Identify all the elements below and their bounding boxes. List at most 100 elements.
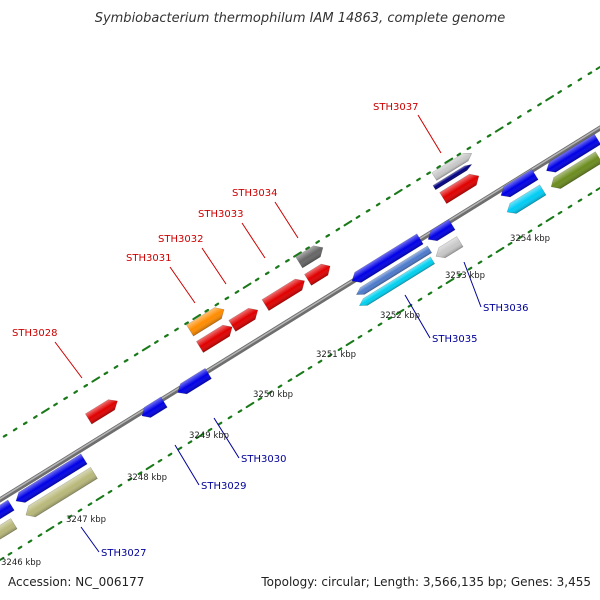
gene-feature-7[interactable] <box>431 150 474 181</box>
gene-feature-19[interactable] <box>0 518 18 544</box>
tick-mark-0-19 <box>184 321 189 326</box>
tick-mark-0-43 <box>426 171 431 176</box>
tick-mark-0-31 <box>305 246 310 251</box>
tick-mark-1-0 <box>0 556 5 562</box>
tick-mark-0-46 <box>456 152 462 157</box>
tick-mark-1-18 <box>177 446 183 451</box>
tick-mark-1-20 <box>195 432 205 440</box>
tick-mark-1-44 <box>437 285 443 290</box>
tick-mark-1-2 <box>17 545 23 550</box>
gene-feature-15[interactable] <box>13 453 88 506</box>
tick-mark-1-12 <box>117 483 123 488</box>
gene-feature-25[interactable] <box>432 162 473 191</box>
gene-label-sth3028[interactable]: STH3028 <box>12 328 57 339</box>
tick-mark-0-26 <box>254 277 260 282</box>
tick-mark-1-15 <box>145 463 155 471</box>
kbp-label-0: 3246 kbp <box>1 558 41 568</box>
tick-mark-1-56 <box>557 210 563 215</box>
tick-mark-1-37 <box>367 328 373 333</box>
tick-mark-1-42 <box>417 297 423 302</box>
genome-backbone <box>0 125 600 503</box>
leader-line-sth3028 <box>54 341 83 379</box>
gene-label-sth3033[interactable]: STH3033 <box>198 209 243 220</box>
gene-feature-0[interactable] <box>84 396 120 425</box>
gene-feature-8[interactable] <box>439 170 483 204</box>
kbp-labels: 3246 kbp 3247 kbp 3248 kbp 3249 kbp 3250 kbp… <box>1 234 550 568</box>
gene-feature-18[interactable] <box>23 467 98 520</box>
gene-feature-23[interactable] <box>504 184 547 217</box>
tick-mark-0-4 <box>32 415 38 419</box>
tick-mark-0-18 <box>174 327 179 332</box>
tick-mark-0-10 <box>91 376 101 383</box>
tick-mark-0-21 <box>204 308 210 313</box>
tick-mark-1-13 <box>127 477 133 482</box>
gene-feature-3[interactable] <box>228 305 261 332</box>
gene-feature-9[interactable] <box>139 396 168 421</box>
tick-mark-1-59 <box>587 192 593 197</box>
tick-mark-0-57 <box>567 83 573 88</box>
tick-mark-0-50 <box>494 126 504 133</box>
gene-feature-5[interactable] <box>304 261 334 286</box>
gene-feature-24[interactable] <box>548 151 600 193</box>
tick-mark-1-48 <box>477 260 483 265</box>
kbp-label-8: 3254 kbp <box>510 234 550 244</box>
gene-feature-6[interactable] <box>295 242 327 269</box>
gene-label-sth3034[interactable]: STH3034 <box>232 188 277 199</box>
tick-mark-0-22 <box>214 302 220 307</box>
tick-mark-1-35 <box>345 339 355 347</box>
tick-mark-1-52 <box>517 235 523 240</box>
tick-mark-0-41 <box>406 183 411 188</box>
tick-mark-0-13 <box>123 358 129 363</box>
gene-label-sth3031[interactable]: STH3031 <box>126 253 171 264</box>
tick-mark-1-50 <box>495 246 505 254</box>
gene-feature-20[interactable] <box>354 245 433 298</box>
leader-line-sth3037 <box>417 114 442 154</box>
gene-feature-12[interactable] <box>425 219 456 245</box>
gene-feature-21[interactable] <box>357 256 436 309</box>
tick-mark-1-10 <box>95 494 105 502</box>
gene-feature-2[interactable] <box>196 321 235 353</box>
gene-feature-4[interactable] <box>261 275 308 312</box>
tick-mark-0-5 <box>41 407 50 414</box>
gene-feature-22[interactable] <box>433 236 464 262</box>
tick-mark-1-23 <box>227 415 233 420</box>
tick-mark-1-5 <box>45 525 55 533</box>
gene-feature-10[interactable] <box>175 368 212 397</box>
tick-marks <box>0 65 600 562</box>
tick-mark-0-27 <box>264 271 270 276</box>
gene-label-sth3035[interactable]: STH3035 <box>432 334 477 345</box>
tick-mark-1-43 <box>427 291 433 296</box>
gene-feature-16[interactable] <box>0 499 15 524</box>
leader-line-sth3032 <box>201 247 227 285</box>
tick-mark-1-4 <box>37 533 43 538</box>
tick-mark-1-19 <box>187 440 193 445</box>
kbp-label-3: 3249 kbp <box>189 431 229 441</box>
gene-label-sth3029[interactable]: STH3029 <box>201 481 246 492</box>
tick-mark-1-11 <box>107 489 113 494</box>
leader-line-sth3033 <box>241 222 266 259</box>
tick-mark-1-22 <box>217 421 223 426</box>
leader-line-sth3030 <box>213 417 240 459</box>
gene-label-sth3032[interactable]: STH3032 <box>158 234 203 245</box>
gene-feature-1[interactable] <box>186 304 228 337</box>
kbp-label-5: 3251 kbp <box>316 350 356 360</box>
leader-line-sth3031 <box>169 266 196 304</box>
tick-mark-1-45 <box>445 277 455 285</box>
gene-label-sth3027[interactable]: STH3027 <box>101 548 146 559</box>
gene-label-sth3036[interactable]: STH3036 <box>483 303 528 314</box>
tick-mark-1-17 <box>167 452 173 457</box>
kbp-label-6: 3252 kbp <box>380 311 420 321</box>
gene-feature-11[interactable] <box>349 233 424 286</box>
gene-label-sth3037[interactable]: STH3037 <box>373 102 418 113</box>
gene-feature-13[interactable] <box>498 168 539 200</box>
tick-mark-0-48 <box>476 140 482 144</box>
gene-label-sth3030[interactable]: STH3030 <box>241 454 286 465</box>
tick-mark-0-49 <box>486 133 492 138</box>
tick-mark-0-3 <box>22 421 28 426</box>
map-title: Symbiobacterium thermophilum IAM 14863, … <box>95 11 506 26</box>
kbp-label-4: 3250 kbp <box>253 390 293 400</box>
tick-mark-0-58 <box>577 77 583 82</box>
tick-mark-0-8 <box>73 390 79 394</box>
gene-labels: STH3028 STH3031 STH3032 STH3033 STH3034 STH30… <box>12 102 528 559</box>
